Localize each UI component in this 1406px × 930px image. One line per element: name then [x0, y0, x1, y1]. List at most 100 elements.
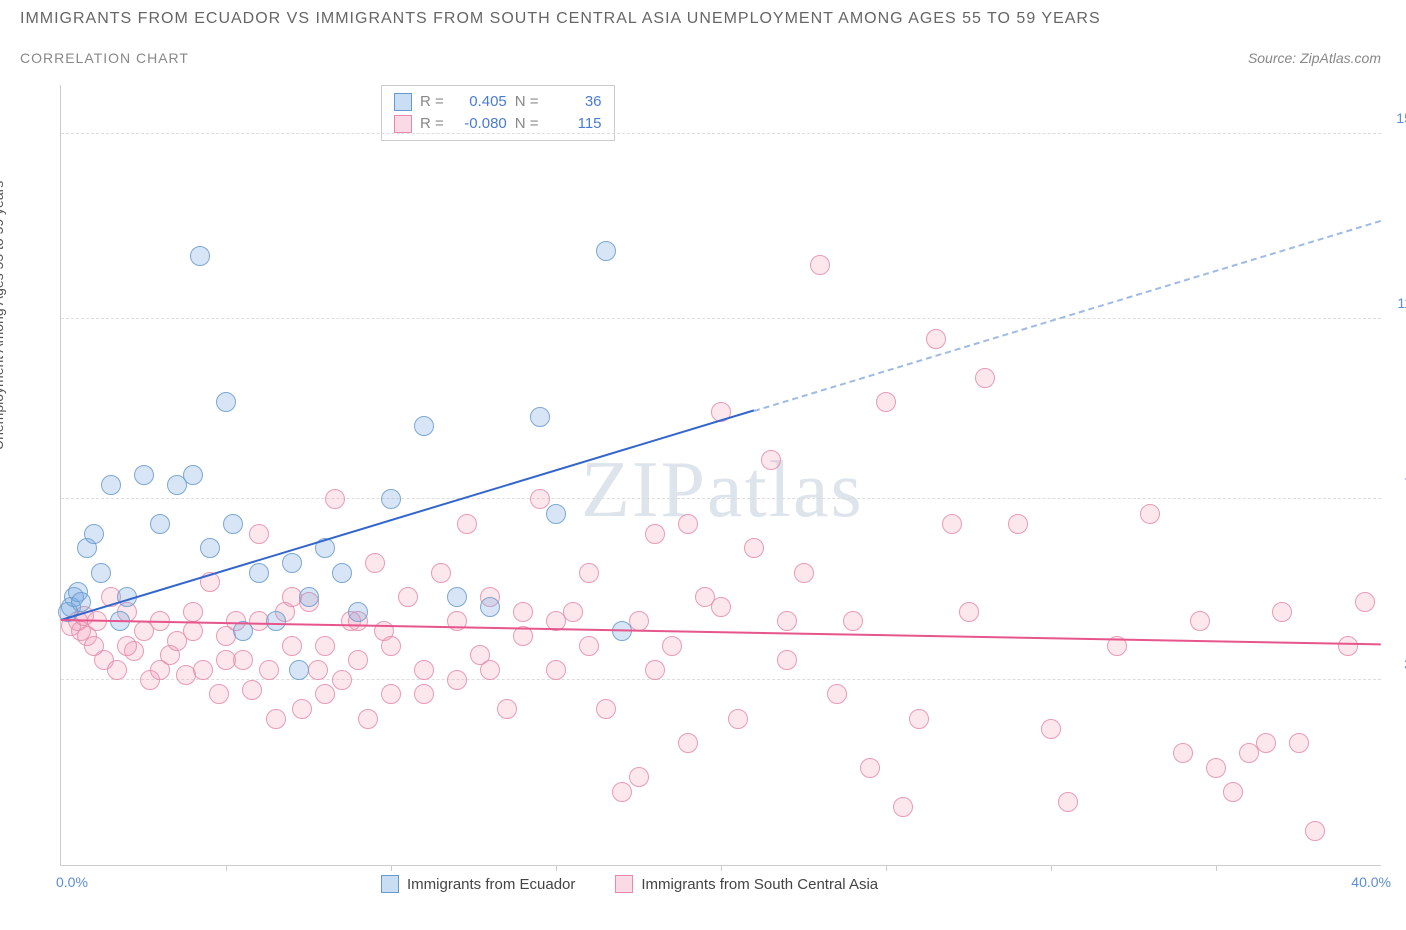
- data-point: [431, 563, 451, 583]
- data-point: [1041, 719, 1061, 739]
- data-point: [249, 524, 269, 544]
- data-point: [101, 475, 121, 495]
- x-tick: [226, 865, 227, 871]
- x-tick: [556, 865, 557, 871]
- data-point: [308, 660, 328, 680]
- data-point: [447, 587, 467, 607]
- data-point: [381, 489, 401, 509]
- data-point: [645, 524, 665, 544]
- data-point: [678, 733, 698, 753]
- gridline: [61, 318, 1381, 319]
- data-point: [292, 699, 312, 719]
- n-value-blue: 36: [547, 92, 602, 112]
- y-axis-label: Unemployment Among Ages 55 to 59 years: [0, 181, 6, 450]
- data-point: [1256, 733, 1276, 753]
- data-point: [249, 563, 269, 583]
- data-point: [398, 587, 418, 607]
- x-tick: [1216, 865, 1217, 871]
- data-point: [1190, 611, 1210, 631]
- bottom-legend: Immigrants from Ecuador Immigrants from …: [381, 875, 878, 893]
- data-point: [150, 514, 170, 534]
- swatch-blue: [394, 93, 412, 111]
- chart-title: IMMIGRANTS FROM ECUADOR VS IMMIGRANTS FR…: [20, 10, 1101, 28]
- n-label: N =: [515, 92, 539, 112]
- data-point: [1058, 792, 1078, 812]
- data-point: [381, 636, 401, 656]
- y-tick-label: 11.2%: [1397, 295, 1406, 311]
- x-tick: [886, 865, 887, 871]
- data-point: [810, 255, 830, 275]
- data-point: [480, 660, 500, 680]
- data-point: [662, 636, 682, 656]
- data-point: [596, 241, 616, 261]
- data-point: [150, 660, 170, 680]
- data-point: [299, 587, 319, 607]
- data-point: [84, 524, 104, 544]
- x-tick: [1051, 865, 1052, 871]
- gridline: [61, 498, 1381, 499]
- data-point: [365, 553, 385, 573]
- data-point: [447, 670, 467, 690]
- r-value-blue: 0.405: [452, 92, 507, 112]
- data-point: [1206, 758, 1226, 778]
- data-point: [530, 407, 550, 427]
- swatch-pink: [394, 115, 412, 133]
- data-point: [612, 782, 632, 802]
- scatter-chart: ZIPatlas R = 0.405 N = 36 R = -0.080 N =…: [60, 85, 1381, 866]
- data-point: [480, 597, 500, 617]
- data-point: [134, 465, 154, 485]
- data-point: [183, 621, 203, 641]
- data-point: [332, 563, 352, 583]
- data-point: [183, 465, 203, 485]
- data-point: [876, 392, 896, 412]
- data-point: [190, 246, 210, 266]
- x-max-label: 40.0%: [1351, 874, 1391, 890]
- x-tick: [391, 865, 392, 871]
- data-point: [193, 660, 213, 680]
- r-label: R =: [420, 114, 444, 134]
- data-point: [282, 636, 302, 656]
- data-point: [497, 699, 517, 719]
- data-point: [266, 709, 286, 729]
- data-point: [223, 514, 243, 534]
- data-point: [777, 650, 797, 670]
- data-point: [315, 636, 335, 656]
- data-point: [266, 611, 286, 631]
- data-point: [513, 602, 533, 622]
- data-point: [530, 489, 550, 509]
- data-point: [893, 797, 913, 817]
- data-point: [777, 611, 797, 631]
- data-point: [348, 650, 368, 670]
- data-point: [1223, 782, 1243, 802]
- data-point: [414, 684, 434, 704]
- data-point: [242, 680, 262, 700]
- data-point: [1289, 733, 1309, 753]
- data-point: [1008, 514, 1028, 534]
- data-point: [315, 684, 335, 704]
- r-value-pink: -0.080: [452, 114, 507, 134]
- data-point: [332, 670, 352, 690]
- data-point: [259, 660, 279, 680]
- data-point: [414, 660, 434, 680]
- data-point: [546, 660, 566, 680]
- data-point: [209, 684, 229, 704]
- data-point: [1173, 743, 1193, 763]
- gridline: [61, 133, 1381, 134]
- data-point: [216, 392, 236, 412]
- data-point: [926, 329, 946, 349]
- data-point: [117, 636, 137, 656]
- data-point: [843, 611, 863, 631]
- data-point: [1305, 821, 1325, 841]
- r-label: R =: [420, 92, 444, 112]
- data-point: [546, 504, 566, 524]
- data-point: [358, 709, 378, 729]
- swatch-pink: [615, 875, 633, 893]
- data-point: [200, 538, 220, 558]
- data-point: [1355, 592, 1375, 612]
- trend-line: [61, 619, 1381, 645]
- n-label: N =: [515, 114, 539, 134]
- data-point: [348, 602, 368, 622]
- legend-label-pink: Immigrants from South Central Asia: [641, 876, 878, 893]
- x-tick: [721, 865, 722, 871]
- trend-line: [754, 220, 1382, 412]
